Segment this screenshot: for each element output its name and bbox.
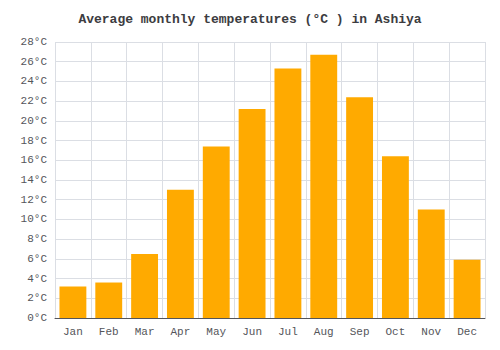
svg-text:12°C: 12°C <box>21 194 48 206</box>
svg-text:20°C: 20°C <box>21 115 48 127</box>
svg-text:Jun: Jun <box>242 326 262 338</box>
svg-text:Average monthly temperatures (: Average monthly temperatures (°C ) in As… <box>78 12 421 27</box>
svg-text:4°C: 4°C <box>27 273 47 285</box>
svg-text:24°C: 24°C <box>21 75 48 87</box>
svg-text:Dec: Dec <box>457 326 477 338</box>
svg-text:Sep: Sep <box>350 326 370 338</box>
svg-text:Aug: Aug <box>314 326 334 338</box>
svg-text:14°C: 14°C <box>21 174 48 186</box>
svg-text:May: May <box>206 326 226 338</box>
svg-text:Feb: Feb <box>99 326 119 338</box>
svg-text:22°C: 22°C <box>21 95 48 107</box>
svg-text:6°C: 6°C <box>27 253 47 265</box>
svg-text:18°C: 18°C <box>21 135 48 147</box>
svg-text:2°C: 2°C <box>27 292 47 304</box>
svg-text:26°C: 26°C <box>21 56 48 68</box>
svg-text:Nov: Nov <box>421 326 441 338</box>
svg-text:10°C: 10°C <box>21 213 48 225</box>
svg-text:Oct: Oct <box>386 326 406 338</box>
svg-text:Apr: Apr <box>171 326 191 338</box>
svg-text:Jul: Jul <box>278 326 298 338</box>
svg-text:8°C: 8°C <box>27 233 47 245</box>
svg-text:16°C: 16°C <box>21 154 48 166</box>
svg-text:Jan: Jan <box>63 326 83 338</box>
svg-text:28°C: 28°C <box>21 36 48 48</box>
svg-text:0°C: 0°C <box>27 312 47 324</box>
svg-text:Mar: Mar <box>135 326 155 338</box>
